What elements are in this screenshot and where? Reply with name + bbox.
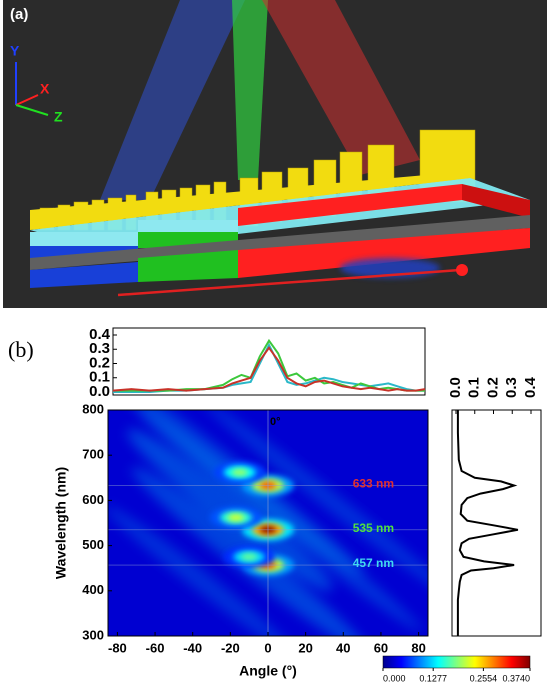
y-tick-label: 0.3 [89,340,110,357]
x-tick-label: 60 [374,640,388,655]
y-tick-label: 0.2 [89,354,110,371]
y-tick-label: 500 [82,537,104,552]
y-tick-label: 800 [82,401,104,416]
annotation: 535 nm [353,521,394,535]
x-tick-label: -80 [108,640,127,655]
peak-spot [240,553,258,561]
colorbar-tick-label: 0.000 [383,673,406,683]
y-tick-label: 0.0 [89,383,110,400]
annotation: 457 nm [353,556,394,570]
y-tick-label: 0.4 [89,326,111,343]
heatmap [108,410,428,636]
x-tick-label: 80 [411,640,425,655]
colorbar-tick-label: 0.2554 [470,673,498,683]
zero-label: 0° [270,416,281,428]
axis-label: Y [10,43,20,59]
x-tick-label: 0.2 [484,377,501,398]
annotation: 633 nm [353,477,394,491]
y-tick-label: 600 [82,492,104,507]
y-axis-label: Wavelength (nm) [53,467,69,579]
angular-line [112,346,426,392]
plot-frame [112,327,426,396]
y-tick-label: 0.1 [89,369,110,386]
panel-label: (b) [8,337,34,362]
angular-line [113,342,425,393]
streak [203,410,428,599]
y-tick-label: 300 [82,627,104,642]
axis-label: X [40,81,50,97]
x-tick-label: -20 [221,640,240,655]
render-3d [3,0,547,308]
x-tick-label: -60 [146,640,165,655]
x-tick-label: 0.1 [466,377,483,398]
x-tick-label: 40 [336,640,350,655]
x-axis-label: Angle (°) [239,663,297,679]
x-tick-label: 0 [264,640,271,655]
streak [108,505,295,636]
colorbar [382,655,531,669]
peak-spot [231,468,249,476]
colorbar-tick-label: 0.3740 [502,673,530,683]
x-tick-label: 20 [298,640,312,655]
y-tick-label: 400 [82,582,104,597]
streak [138,410,422,632]
peak-spot [227,514,245,522]
axis-label: Z [54,109,63,125]
plot-frame [451,409,542,637]
y-tick-label: 700 [82,447,104,462]
panel-label: (a) [10,6,28,23]
colorbar-tick-label: 0.1277 [419,673,447,683]
x-tick-label: 0.4 [522,376,539,398]
x-tick-label: 0.3 [503,377,520,398]
x-tick-label: -40 [183,640,202,655]
spectrum-line [456,410,519,636]
x-tick-label: 0.0 [447,377,464,398]
